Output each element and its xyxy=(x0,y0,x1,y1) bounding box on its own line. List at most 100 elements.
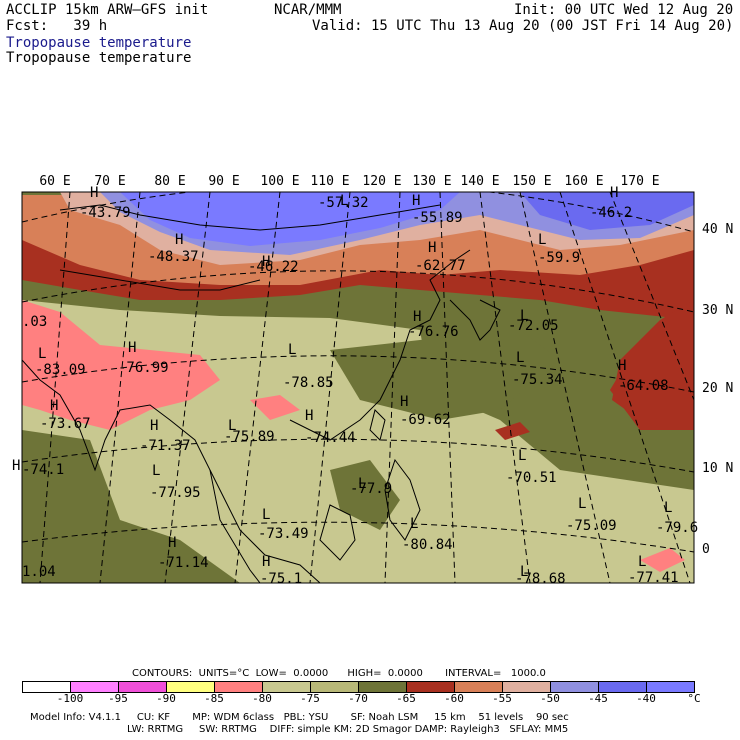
high-low-value: -79.6 xyxy=(656,520,698,536)
lon-label: 170 E xyxy=(620,174,659,189)
high-low-marker: L xyxy=(152,463,160,479)
high-low-marker: H xyxy=(305,408,313,424)
high-low-value: -74.1 xyxy=(22,462,64,478)
high-low-marker: H xyxy=(128,340,136,356)
coast-philippines xyxy=(384,458,421,541)
high-low-marker: H xyxy=(12,458,20,474)
high-low-marker: L xyxy=(358,476,366,492)
high-low-marker: L xyxy=(410,516,418,532)
high-low-value: -43.79 xyxy=(80,205,131,221)
lon-label: 80 E xyxy=(154,174,185,189)
high-low-value: -73.49 xyxy=(258,526,309,542)
colorbar-label: -60 xyxy=(444,692,464,705)
parallel-40n xyxy=(22,192,694,233)
high-low-marker: L xyxy=(516,350,524,366)
high-low-value: -83.09 xyxy=(35,362,86,378)
high-low-marker: L xyxy=(578,496,586,512)
field-cold-patch-ocean xyxy=(495,422,530,440)
lon-label: 130 E xyxy=(412,174,451,189)
meridian-90e xyxy=(164,192,211,583)
high-low-value: -59.9 xyxy=(538,250,580,266)
colorbar-label: -65 xyxy=(396,692,416,705)
meridian-140e xyxy=(479,192,531,583)
colorbar-label: -50 xyxy=(540,692,560,705)
meridian-150e xyxy=(519,192,611,583)
contours-info: CONTOURS: UNITS=°C LOW= 0.0000 HIGH= 0.0… xyxy=(132,668,546,679)
high-low-value: -46.2 xyxy=(590,205,632,221)
high-low-marker: L xyxy=(288,342,296,358)
high-low-value: -71.37 xyxy=(140,438,191,454)
high-low-marker: H xyxy=(90,185,98,201)
high-low-value: -76.76 xyxy=(408,324,459,340)
lon-label: 110 E xyxy=(310,174,349,189)
coast-india-indochina xyxy=(22,359,261,583)
high-low-marker: L xyxy=(262,507,270,523)
field-band-65-east xyxy=(612,300,694,420)
lat-label: 10 N xyxy=(702,461,733,476)
high-low-marker: L xyxy=(520,308,528,324)
coast-borneo xyxy=(319,504,356,561)
lat-label: 30 N xyxy=(702,303,733,318)
lon-label: 60 E xyxy=(39,174,70,189)
high-low-value: -75.34 xyxy=(512,372,563,388)
map-frame xyxy=(21,191,695,584)
high-low-marker: L xyxy=(228,418,236,434)
high-low-value: -71.14 xyxy=(158,555,209,571)
high-low-value: -57.32 xyxy=(318,195,369,211)
valid-time: Valid: 15 UTC Thu 13 Aug 20 (00 JST Fri … xyxy=(312,18,734,34)
high-low-marker: H xyxy=(610,185,618,201)
high-low-value: -72.05 xyxy=(508,318,559,334)
high-low-value: -48.37 xyxy=(148,249,199,265)
high-low-marker: L xyxy=(538,232,546,248)
high-low-value: -77.95 xyxy=(150,485,201,501)
coast-malay xyxy=(209,469,321,583)
coast-korea-japan xyxy=(449,299,501,341)
high-low-marker: H xyxy=(413,309,421,325)
high-low-value: -55.89 xyxy=(412,210,463,226)
field-olive-patch-1 xyxy=(22,430,240,583)
high-low-marker: H xyxy=(428,240,436,256)
center-label: NCAR/MMM xyxy=(274,2,342,18)
high-low-value: -76.99 xyxy=(118,360,169,376)
lon-label: 150 E xyxy=(512,174,551,189)
high-low-marker: H xyxy=(262,554,270,570)
border-central xyxy=(59,269,261,291)
high-low-marker: L xyxy=(38,346,46,362)
high-low-marker: L xyxy=(340,193,348,209)
field-title: Tropopause temperature xyxy=(6,35,192,51)
model-info-line-1: Model Info: V4.1.1 CU: KF MP: WDM 6class… xyxy=(30,712,569,723)
colorbar-label: -55 xyxy=(492,692,512,705)
temperature-field xyxy=(22,192,694,583)
lat-label: 40 N xyxy=(702,222,733,237)
lon-label: 70 E xyxy=(94,174,125,189)
field-olive-patch-3 xyxy=(330,460,400,530)
field-cold-patch-bay xyxy=(250,395,300,420)
high-low-value: -75.09 xyxy=(566,518,617,534)
colorbar-label: -80 xyxy=(252,692,272,705)
border-north xyxy=(59,204,441,231)
colorbar-unit: °C xyxy=(687,692,701,705)
coast-china xyxy=(289,249,471,441)
lon-label: 140 E xyxy=(460,174,499,189)
lon-label: 160 E xyxy=(564,174,603,189)
high-low-marker: H xyxy=(262,254,270,270)
high-low-marker: H xyxy=(150,418,158,434)
meridian-170e xyxy=(609,192,694,401)
graticule xyxy=(22,192,694,583)
meridian-80e xyxy=(99,192,141,583)
meridian-130e xyxy=(439,192,456,583)
field-subtitle: Tropopause temperature xyxy=(6,50,192,66)
meridian-70e xyxy=(39,192,71,583)
highs-lows: H-43.79H-48.37 H-46.22L-57.32 H-55.89H-62.… xyxy=(12,185,698,587)
model-info-line-2: LW: RRTMG SW: RRTMG DIFF: simple KM: 2D … xyxy=(127,724,569,735)
high-low-value: .03 xyxy=(22,314,47,330)
field-olive-patch-2 xyxy=(330,330,560,420)
high-low-value: -70.51 xyxy=(506,470,557,486)
high-low-value: -77.41 xyxy=(628,570,679,586)
high-low-value: -64.08 xyxy=(618,378,669,394)
meridian-160e xyxy=(559,192,691,583)
high-low-value: -74.44 xyxy=(305,430,356,446)
colorbar-label: -75 xyxy=(300,692,320,705)
high-low-marker: H xyxy=(175,232,183,248)
high-low-value: -75.1 xyxy=(260,571,302,587)
